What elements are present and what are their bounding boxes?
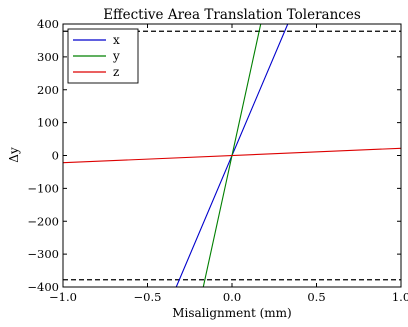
series-line-z [63, 147, 401, 164]
axis-ticks: −1.0 −0.5 0.0 0.5 1.0 −400 −300 −200 −100 0 100 200… [27, 17, 408, 304]
y-tick-label: 200 [37, 83, 59, 97]
y-tick-label: 0 [52, 149, 59, 163]
x-tick-label: 1.0 [392, 290, 408, 304]
x-tick-label: −1.0 [49, 290, 77, 304]
y-tick-label: −100 [27, 181, 59, 195]
y-axis-label: Δy [7, 147, 21, 163]
x-tick-label: 0.5 [307, 290, 325, 304]
legend: xyz [67, 28, 139, 84]
series-lines [63, 24, 401, 287]
y-tick-label: 300 [37, 50, 59, 64]
x-tick-label: 0.0 [223, 290, 241, 304]
chart-title: Effective Area Translation Tolerances [103, 7, 361, 23]
x-axis-label: Misalignment (mm) [172, 306, 292, 320]
x-tick-label: −0.5 [134, 290, 162, 304]
legend-label-z: z [113, 65, 119, 79]
y-tick-label: 100 [37, 116, 59, 130]
y-tick-label: −200 [27, 214, 59, 228]
plot-area-frame [62, 23, 402, 288]
y-tick-label: −400 [27, 280, 59, 294]
y-tick-label: 400 [37, 17, 59, 31]
legend-label-y: y [112, 49, 120, 63]
legend-label-x: x [113, 33, 120, 47]
y-tick-label: −300 [27, 247, 59, 261]
